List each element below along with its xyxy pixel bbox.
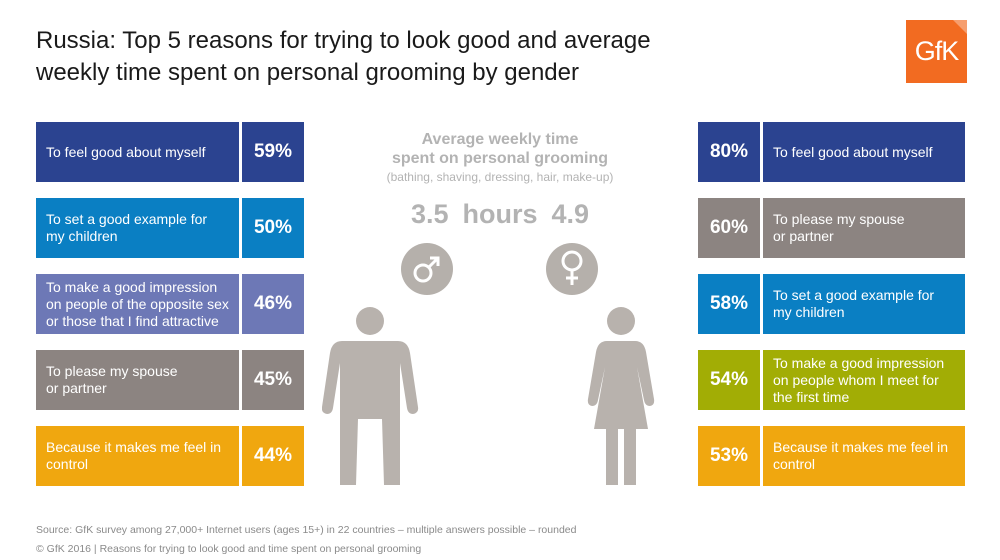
percentage-value: 44% [242, 426, 304, 486]
reason-label-line: or those that I find attractive [46, 312, 219, 329]
female-symbol-icon [546, 243, 598, 295]
reason-label-line: To set a good example for [46, 211, 208, 227]
reason-label: To please my spouse or partner [763, 198, 965, 258]
reason-label-line: or partner [773, 228, 834, 244]
reason-label-line: Because it makes me feel in [46, 439, 222, 455]
reason-label: To set a good example for my children [763, 274, 965, 334]
reason-label: To make a good impression on people whom … [763, 350, 965, 410]
reason-label-line: To make a good impression [46, 278, 218, 295]
reason-label: To feel good about myself [763, 122, 965, 182]
percentage-value: 53% [698, 426, 760, 486]
left-reason-row: To make a good impression on people of th… [36, 274, 304, 334]
percentage-value: 80% [698, 122, 760, 182]
reason-label-line: To feel good about myself [46, 143, 206, 160]
male-symbol-icon [401, 243, 453, 295]
reason-label: To please my spouse or partner [36, 350, 239, 410]
percentage-value: 54% [698, 350, 760, 410]
logo-text: GfK [914, 36, 960, 66]
reason-label-line: To please my spouse [773, 211, 905, 227]
percentage-value: 45% [242, 350, 304, 410]
heading-subtitle: (bathing, shaving, dressing, hair, make-… [386, 170, 614, 184]
left-reason-row: Because it makes me feel in control 44% [36, 426, 304, 486]
gfk-logo: GfK [906, 20, 967, 83]
male-hours-value: 3.5 [410, 199, 449, 229]
male-figure-icon [322, 307, 419, 485]
percentage-value: 59% [242, 122, 304, 182]
left-reason-row: To please my spouse or partner 45% [36, 350, 304, 410]
title-line-2: weekly time spent on personal grooming b… [36, 59, 579, 86]
heading-line-2: spent on personal grooming [391, 150, 608, 167]
right-reason-row: 53% Because it makes me feel in control [698, 426, 965, 486]
reason-label-line: To please my spouse [46, 363, 178, 379]
female-figure-icon [587, 307, 655, 485]
center-heading: Average weekly time spent on personal gr… [360, 130, 640, 185]
reason-label: Because it makes me feel in control [763, 426, 965, 486]
title-line-1: Russia: Top 5 reasons for trying to look… [36, 27, 651, 54]
reason-label-line: control [773, 456, 816, 472]
left-reason-row: To set a good example for my children 50% [36, 198, 304, 258]
reason-label-line: control [46, 456, 89, 472]
percentage-value: 60% [698, 198, 760, 258]
reason-label: To make a good impression on people of th… [36, 274, 239, 334]
hours-readout: 3.5 hours 4.9 [380, 199, 620, 230]
hours-unit: hours [462, 199, 538, 229]
reason-label-line: on people of the opposite sex [46, 295, 229, 312]
reason-label-line: or partner [46, 380, 107, 396]
reason-label-line: the first time [773, 388, 850, 405]
reason-label-line: To set a good example for [773, 287, 935, 303]
reason-label-line: To feel good about myself [773, 143, 933, 160]
logo-corner-mark [953, 20, 967, 34]
female-hours-value: 4.9 [551, 199, 590, 229]
percentage-value: 58% [698, 274, 760, 334]
right-reason-row: 80% To feel good about myself [698, 122, 965, 182]
reason-label-line: Because it makes me feel in [773, 439, 949, 455]
reason-label-line: To make a good impression [773, 354, 945, 371]
footer-source: Source: GfK survey among 27,000+ Interne… [36, 524, 577, 536]
reason-label-line: my children [46, 228, 118, 244]
percentage-value: 46% [242, 274, 304, 334]
reason-label: Because it makes me feel in control [36, 426, 239, 486]
right-reason-row: 54% To make a good impression on people wh… [698, 350, 965, 410]
reason-label-line: on people whom I meet for [773, 371, 939, 388]
reason-label: To feel good about myself [36, 122, 239, 182]
left-reason-row: To feel good about myself 59% [36, 122, 304, 182]
reason-label: To set a good example for my children [36, 198, 239, 258]
footer-copyright: © GfK 2016 | Reasons for trying to look … [36, 543, 422, 555]
right-reason-row: 58% To set a good example for my children [698, 274, 965, 334]
reason-label-line: my children [773, 304, 845, 320]
right-reason-row: 60% To please my spouse or partner [698, 198, 965, 258]
page-title: Russia: Top 5 reasons for trying to look… [36, 25, 756, 89]
percentage-value: 50% [242, 198, 304, 258]
heading-line-1: Average weekly time [421, 131, 579, 148]
